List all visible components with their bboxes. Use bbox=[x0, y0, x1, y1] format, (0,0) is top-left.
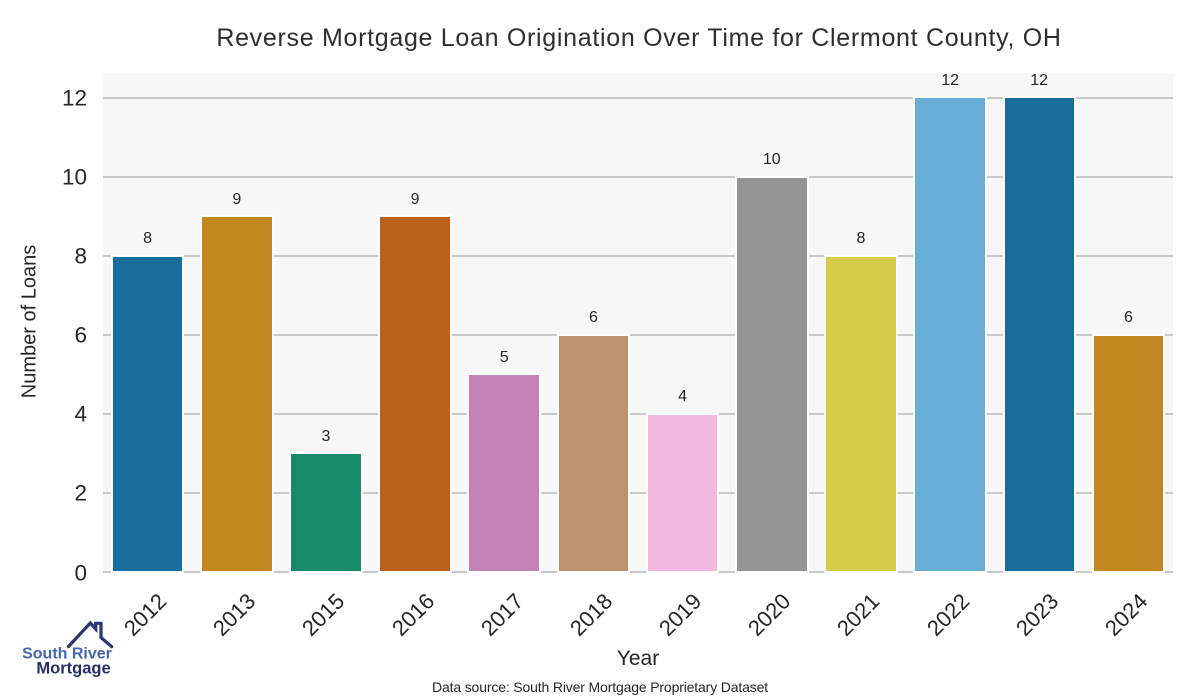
svg-text:Mortgage: Mortgage bbox=[36, 659, 110, 677]
svg-text:South River: South River bbox=[22, 646, 112, 663]
